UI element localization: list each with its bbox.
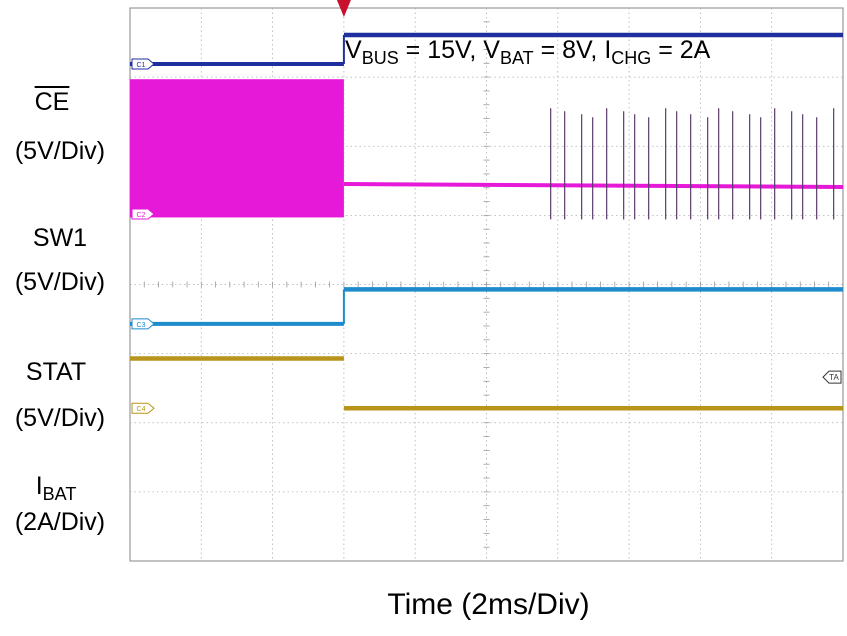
stat-channel-label: STAT: [25, 358, 87, 386]
channel-ground-marker: C2: [131, 208, 155, 220]
x-axis-label: Time (2ms/Div): [387, 588, 590, 621]
channel-ground-marker: C1: [131, 58, 155, 70]
channel-ground-marker: C4: [131, 402, 155, 414]
channel-marker-shape: [131, 58, 155, 70]
sw1-switching-burst: [130, 79, 344, 218]
channel-marker-shape: [131, 208, 155, 220]
sw1-trace-settled: [343, 182, 844, 190]
ce-channel-label: CE: [34, 88, 70, 116]
channel-marker-text: C2: [137, 212, 146, 219]
channel-marker-shape: [131, 402, 155, 414]
trigger-level-shape: [822, 370, 842, 384]
stat-scale-label: (5V/Div): [14, 404, 106, 432]
ibat-scale-label: (2A/Div): [14, 508, 106, 536]
channel-marker-text: C3: [137, 322, 146, 329]
sw1-channel-label: SW1: [32, 224, 88, 252]
channel-marker-text: C4: [137, 406, 146, 413]
ce-scale-label: (5V/Div): [14, 137, 106, 165]
traces: [130, 32, 844, 411]
channel-marker-text: C1: [137, 62, 146, 69]
channel-ground-marker: C3: [131, 318, 155, 330]
ibat-channel-label: IBAT: [35, 472, 77, 504]
trigger-level-text: TA: [829, 373, 839, 382]
channel-markers: C1 C2 C3 C4 TA: [131, 0, 842, 414]
trigger-position-marker: [336, 0, 351, 17]
sw1-scale-label: (5V/Div): [14, 268, 106, 296]
channel-marker-shape: [131, 318, 155, 330]
chart-title: VBUS = 15V, VBAT = 8V, ICHG = 2A: [345, 36, 711, 68]
trigger-level-marker: TA: [822, 370, 842, 384]
